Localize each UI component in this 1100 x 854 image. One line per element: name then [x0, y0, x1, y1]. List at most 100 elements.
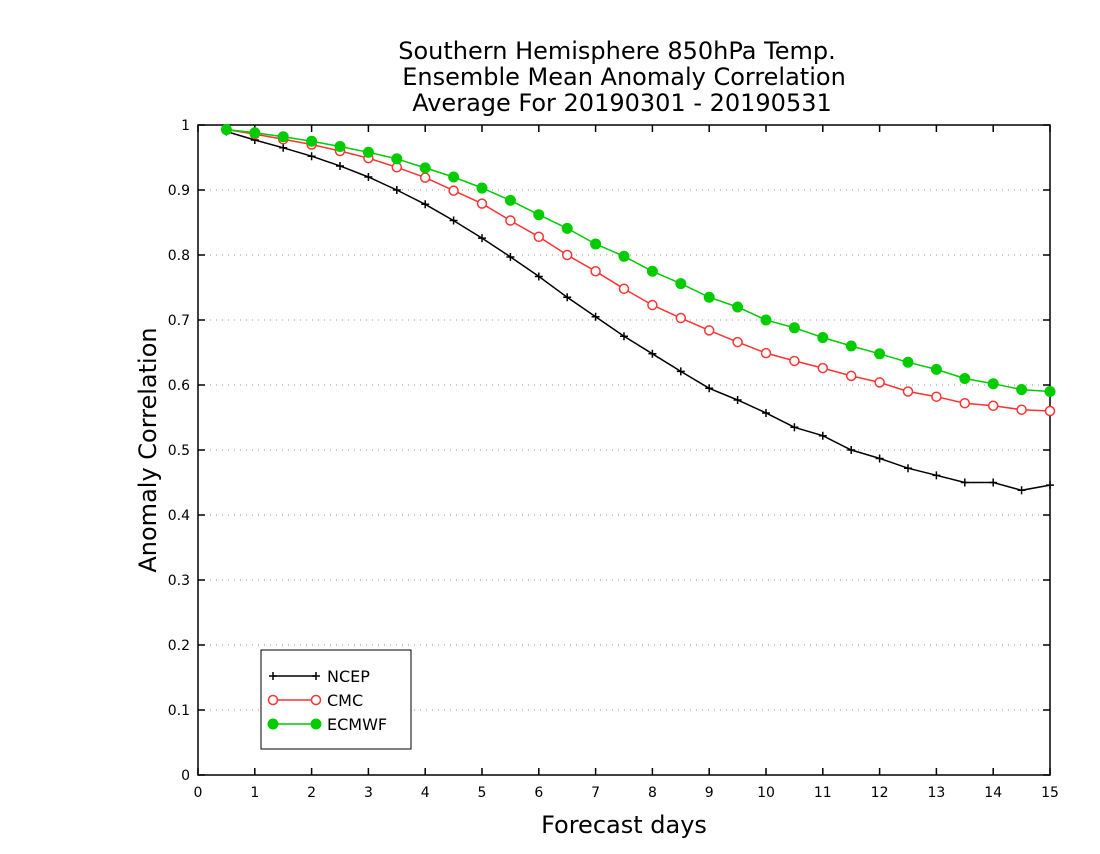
data-point-cmc — [789, 355, 800, 367]
data-point-cmc — [1044, 405, 1056, 417]
data-point-ncep — [421, 200, 430, 209]
data-point-cmc — [618, 283, 630, 295]
data-point-ncep — [307, 152, 316, 161]
data-point-cmc — [703, 325, 715, 336]
data-point-ecmwf — [817, 332, 829, 344]
x-axis-label: Forecast days — [541, 811, 707, 839]
y-tick-label: 0.8 — [168, 248, 190, 264]
data-point-ecmwf — [561, 222, 573, 234]
y-tick-label: 0 — [181, 768, 190, 784]
data-point-ecmwf — [703, 291, 715, 303]
data-point-cmc — [561, 249, 573, 261]
legend-ecmwf-marker-right — [310, 718, 322, 730]
data-point-cmc — [590, 266, 601, 277]
x-tick-label: 1 — [250, 785, 259, 801]
legend-box — [260, 649, 412, 750]
data-point-ncep — [478, 234, 486, 243]
data-point-ncep — [591, 312, 600, 321]
data-point-ecmwf — [334, 140, 346, 152]
data-point-cmc — [476, 198, 488, 209]
y-tick-label: 0.6 — [168, 378, 190, 394]
data-point-cmc — [987, 400, 999, 412]
data-point-ecmwf — [1044, 386, 1056, 397]
data-point-ncep — [563, 293, 572, 302]
data-point-cmc — [959, 397, 971, 409]
data-point-cmc — [874, 377, 885, 388]
data-point-cmc — [675, 312, 687, 324]
data-point-ncep — [705, 384, 714, 393]
data-point-cmc — [533, 231, 545, 243]
data-point-ncep — [989, 478, 998, 487]
data-point-ncep — [449, 216, 458, 225]
title-line-3: Average For 20190301 - 20190531 — [412, 89, 832, 117]
data-point-ncep — [648, 349, 657, 358]
data-point-ecmwf — [675, 278, 687, 290]
data-point-ncep — [534, 272, 543, 281]
x-tick-label: 7 — [591, 785, 600, 801]
series-ecmwf — [220, 124, 1056, 397]
data-point-cmc — [419, 172, 431, 183]
data-point-ncep — [818, 431, 827, 440]
data-point-cmc — [647, 299, 658, 311]
data-point-ecmwf — [419, 162, 431, 174]
data-point-cmc — [732, 336, 743, 348]
data-point-ecmwf — [732, 301, 744, 313]
data-point-ecmwf — [930, 363, 942, 375]
data-point-ncep — [364, 173, 373, 181]
data-point-cmc — [1016, 404, 1027, 415]
data-point-ecmwf — [306, 135, 318, 147]
legend-cmc-label: CMC — [327, 691, 363, 710]
x-tick-label: 13 — [927, 785, 945, 801]
data-point-ncep — [620, 332, 628, 341]
legend-ncep-marker-left — [269, 672, 277, 680]
x-tick-label: 2 — [307, 785, 316, 801]
data-point-ecmwf — [902, 356, 914, 368]
data-point-ncep — [392, 186, 401, 194]
y-tick-label: 0.4 — [168, 508, 190, 524]
data-point-ncep — [676, 367, 685, 376]
legend-ecmwf-marker-left — [267, 718, 279, 730]
series-line-cmc — [226, 128, 1051, 412]
legend-ncep-marker-right — [312, 672, 320, 680]
y-axis-label: Anomaly Correlation — [134, 327, 162, 572]
data-point-ecmwf — [391, 153, 403, 165]
data-point-ncep — [1017, 486, 1026, 495]
data-point-cmc — [448, 185, 459, 196]
legend-ncep-label: NCEP — [327, 667, 370, 686]
data-point-ncep — [904, 464, 912, 473]
data-point-ncep — [279, 143, 288, 152]
data-point-ecmwf — [987, 378, 999, 390]
data-point-ecmwf — [362, 146, 374, 158]
data-point-cmc — [931, 391, 942, 402]
y-tick-label: 0.7 — [168, 313, 190, 329]
x-tick-label: 15 — [1041, 785, 1059, 801]
y-tick-label: 0.1 — [168, 703, 190, 719]
data-point-ecmwf — [277, 131, 289, 143]
x-tick-label: 0 — [194, 785, 203, 801]
data-point-ecmwf — [590, 238, 602, 250]
data-point-ncep — [875, 454, 884, 463]
legend-item-ecmwf: ECMWF — [267, 715, 387, 734]
legend-cmc-marker-left — [267, 694, 279, 706]
legend-ecmwf-label: ECMWF — [327, 715, 387, 734]
data-point-ecmwf — [1016, 384, 1028, 396]
data-point-ncep — [762, 408, 770, 417]
data-point-ecmwf — [249, 127, 261, 139]
x-tick-label: 9 — [705, 785, 714, 801]
data-point-cmc — [760, 347, 772, 359]
data-point-ecmwf — [646, 265, 658, 277]
data-point-ecmwf — [845, 340, 857, 352]
y-tick-label: 0.3 — [168, 573, 190, 589]
data-point-ncep — [960, 478, 969, 487]
data-point-ncep — [1046, 481, 1054, 490]
data-point-ecmwf — [874, 348, 886, 360]
y-tick-label: 0.9 — [168, 183, 190, 199]
title-line-1: Southern Hemisphere 850hPa Temp. — [398, 37, 835, 65]
x-tick-label: 8 — [648, 785, 657, 801]
legend-item-ncep: NCEP — [269, 667, 370, 686]
data-point-ncep — [847, 446, 856, 454]
x-tick-label: 5 — [478, 785, 487, 801]
data-point-ncep — [790, 423, 799, 432]
x-tick-label: 3 — [364, 785, 373, 801]
